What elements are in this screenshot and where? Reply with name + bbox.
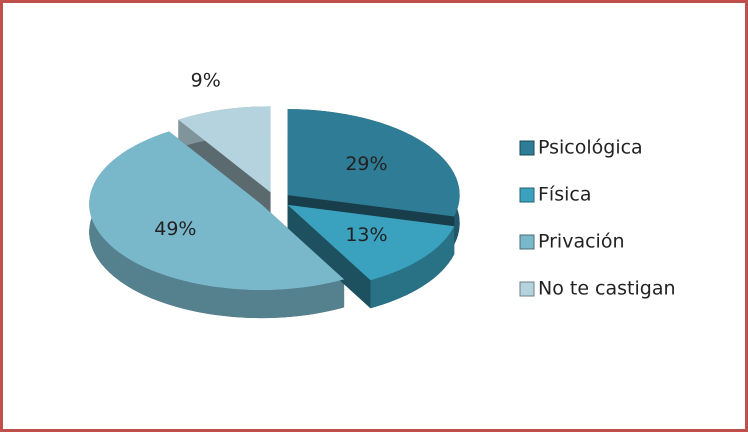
legend-label: Física (538, 184, 591, 206)
legend-label: No te castigan (538, 278, 676, 300)
data-label: 29% (345, 153, 387, 175)
legend-swatch (519, 234, 535, 250)
slice (287, 109, 460, 217)
slice (89, 131, 345, 291)
slice-wall (89, 131, 345, 319)
data-label: 13% (345, 224, 387, 246)
data-label: 9% (191, 69, 221, 91)
legend-swatch (519, 187, 535, 203)
slice-wall (370, 226, 455, 309)
legend: Psicológica Física Privación No te castigan (519, 137, 676, 300)
legend-label: Privación (538, 231, 625, 253)
legend-swatch (519, 281, 535, 297)
slice-cut-face (287, 204, 371, 309)
legend-swatch (519, 140, 535, 156)
pie-labels: 29% 13% 49% 9% (154, 69, 387, 246)
data-label: 49% (154, 218, 196, 240)
pie-tops (89, 106, 460, 291)
slice (287, 204, 455, 281)
legend-label: Psicológica (538, 137, 643, 159)
slice (178, 106, 271, 193)
